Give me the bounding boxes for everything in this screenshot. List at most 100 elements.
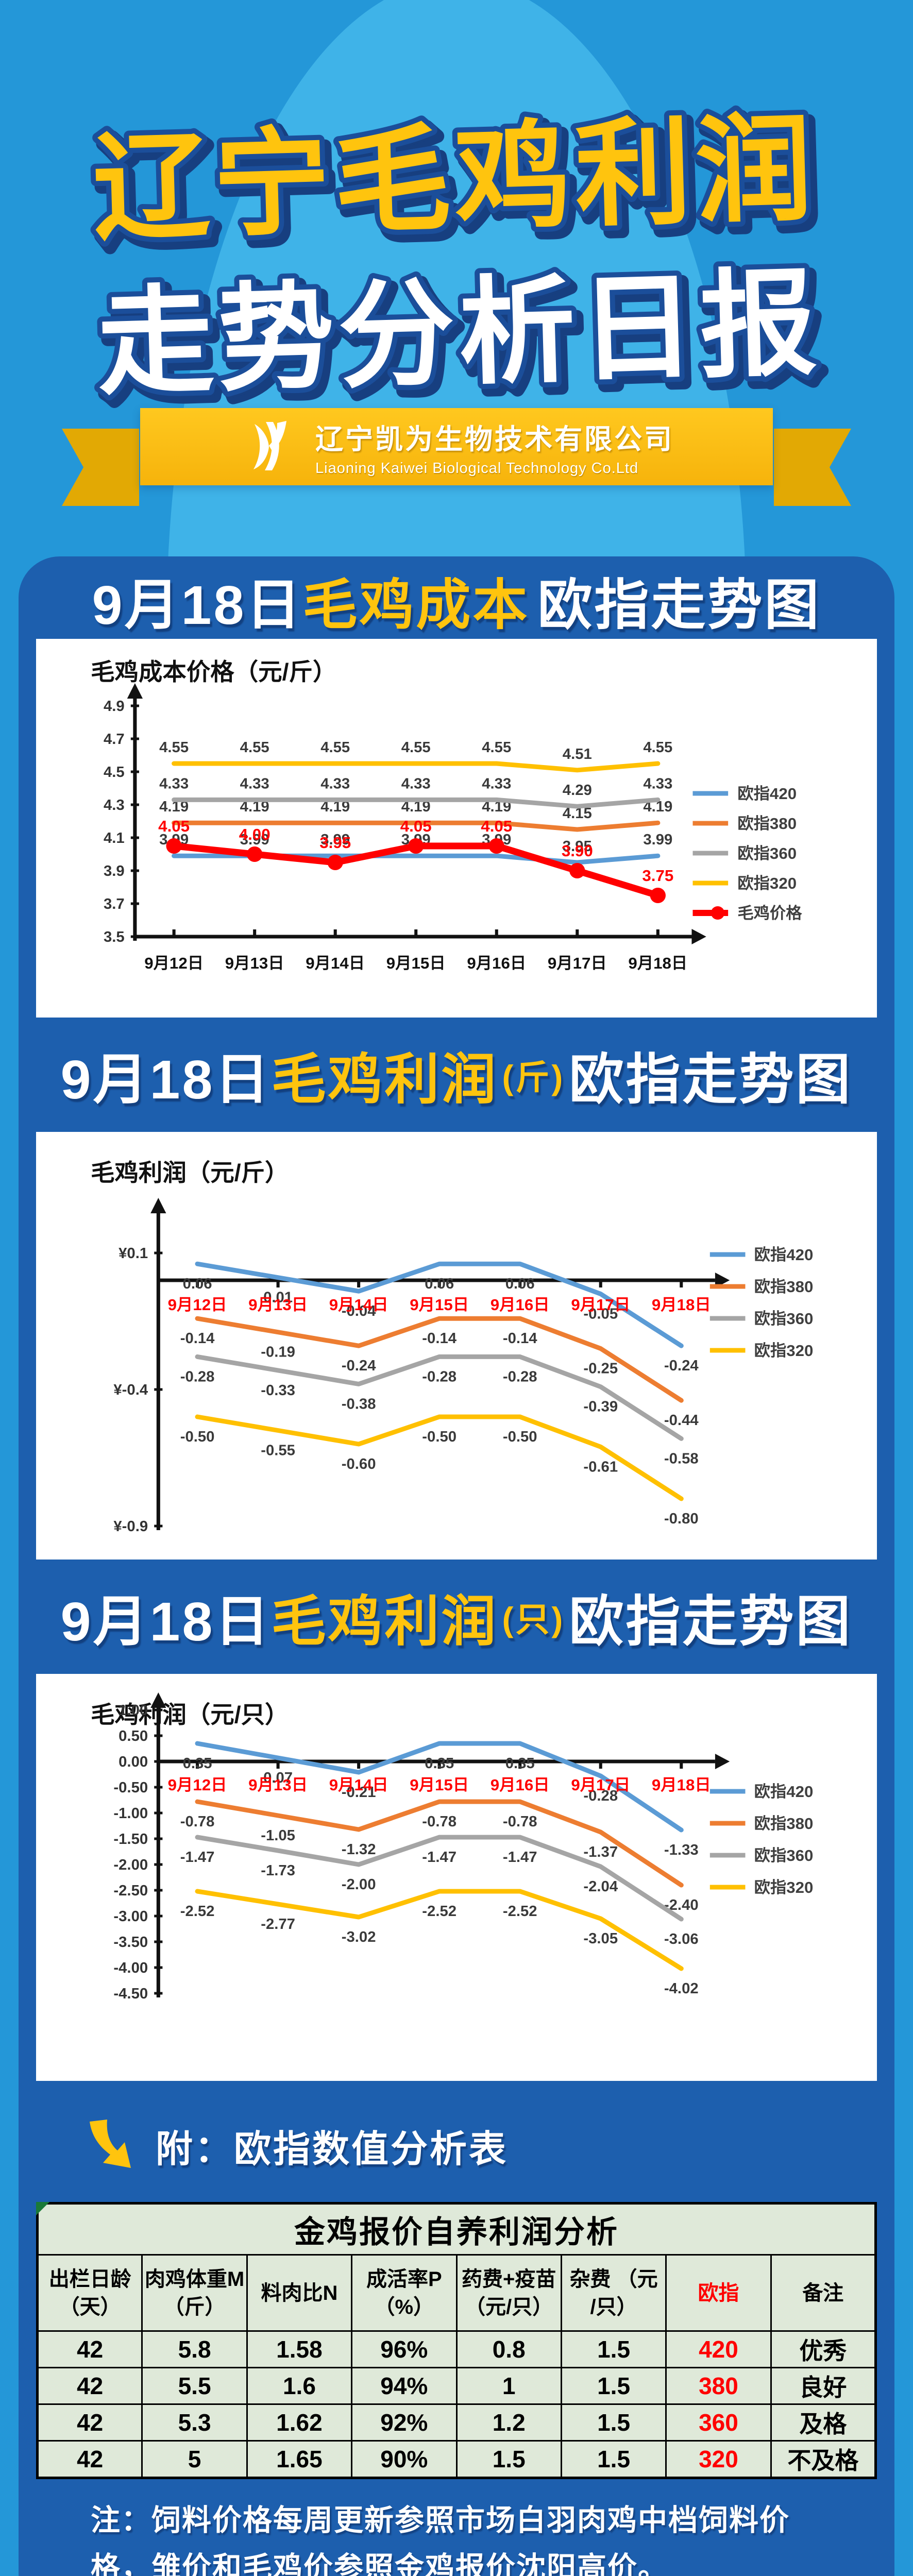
- data-label: -0.50: [422, 1429, 457, 1445]
- data-label: -1.47: [503, 1849, 537, 1866]
- table-cell: 1.5: [560, 2330, 667, 2368]
- x-category-label: 9月18日: [628, 954, 687, 972]
- data-label: -0.28: [583, 1788, 618, 1804]
- table-cell: 5.3: [141, 2403, 248, 2442]
- x-category-label: 9月17日: [548, 954, 607, 972]
- hero-header: 辽宁毛鸡利润 辽宁毛鸡利润 走势分析日报 走势分析日报 辽宁凯为生物技术有限公司…: [0, 0, 913, 556]
- data-label: -3.05: [583, 1930, 618, 1947]
- series-marker: [569, 863, 585, 878]
- table-cell: 1.5: [560, 2403, 667, 2442]
- profit-analysis-table: 金鸡报价自养利润分析 出栏日龄 （天） 肉鸡体重M （斤） 料肉比N 成活率P （%）药…: [36, 2202, 877, 2479]
- x-category-label: 9月15日: [386, 954, 446, 972]
- table-cell: 1.5: [455, 2440, 562, 2479]
- data-label: 0.35: [425, 1755, 454, 1772]
- y-tick-label: -0.50: [113, 1780, 148, 1796]
- table-cell: 1.62: [246, 2403, 353, 2442]
- data-label: -0.28: [422, 1369, 457, 1385]
- legend-label: 欧指320: [737, 874, 797, 892]
- data-label: -3.06: [664, 1931, 699, 1947]
- y-tick-label: 0.00: [119, 1754, 148, 1770]
- data-label: -1.73: [261, 1862, 295, 1879]
- table-cell: 良好: [770, 2367, 877, 2405]
- table-cell: 42: [36, 2367, 143, 2405]
- y-tick-label: 3.7: [104, 896, 125, 912]
- series-line-欧指320: [195, 1889, 684, 1971]
- data-label: 4.05: [158, 817, 190, 835]
- section3-prefix: 9月18日: [60, 1591, 272, 1652]
- data-label: -1.37: [583, 1844, 618, 1860]
- title-line1: 辽宁毛鸡利润: [91, 104, 818, 254]
- data-label: -0.24: [342, 1358, 377, 1374]
- data-label: 3.95: [563, 838, 592, 855]
- data-label: -0.04: [342, 1303, 377, 1319]
- section2-unit: (斤): [502, 1058, 565, 1096]
- y-tick-label: -2.50: [113, 1883, 148, 1899]
- series-line-欧指420: [195, 1261, 684, 1348]
- data-label: -2.77: [261, 1916, 295, 1933]
- data-label: 3.99: [320, 832, 350, 848]
- y-tick-label: ¥-0.9: [113, 1518, 148, 1535]
- table-cell: 不及格: [770, 2440, 877, 2479]
- ribbon-tail-left-icon: [62, 429, 139, 506]
- series-marker: [247, 846, 263, 862]
- data-label: -1.05: [261, 1827, 295, 1844]
- chart-title: 毛鸡成本价格（元/斤）: [91, 658, 336, 685]
- legend-label: 欧指380: [754, 1815, 814, 1833]
- table-header-cell: 欧指: [665, 2254, 772, 2332]
- legend-label: 欧指380: [754, 1278, 814, 1296]
- x-category-label: 9月12日: [168, 1776, 227, 1794]
- data-label: 3.95: [319, 834, 351, 852]
- table-cell: 96%: [351, 2330, 458, 2368]
- data-label: 4.33: [482, 776, 511, 792]
- legend-label: 毛鸡价格: [737, 904, 802, 922]
- legend-label: 欧指320: [754, 1342, 814, 1360]
- table-cell: 5: [141, 2440, 248, 2479]
- y-tick-label: 3.9: [104, 863, 125, 879]
- section3-unit: (只): [502, 1600, 565, 1638]
- table-cell: 92%: [351, 2403, 458, 2442]
- data-label: -0.14: [422, 1330, 457, 1347]
- y-tick-label: -1.50: [113, 1831, 148, 1848]
- legend-label: 欧指360: [737, 844, 797, 862]
- series-line-欧指360: [172, 797, 661, 809]
- y-tick-label: -3.00: [113, 1908, 148, 1925]
- data-label: -4.02: [664, 1980, 699, 1997]
- legend-marker: [711, 906, 725, 920]
- data-label: 3.99: [240, 832, 269, 848]
- ribbon-tail-right-icon: [774, 429, 851, 506]
- data-label: 4.05: [481, 817, 512, 835]
- legend-label: 欧指380: [737, 815, 797, 833]
- data-label: 0.07: [263, 1770, 293, 1786]
- section-title-cost: 9月18日 毛鸡成本 欧指走势图: [19, 562, 894, 639]
- data-label: -2.04: [583, 1878, 618, 1895]
- data-label: -0.80: [664, 1511, 699, 1527]
- x-category-label: 9月12日: [144, 954, 204, 972]
- table-cell: 1.65: [246, 2440, 353, 2479]
- series-line-欧指380: [172, 820, 661, 832]
- appendix-header: 附：欧指数值分析表: [86, 2117, 894, 2174]
- poster-title: 辽宁毛鸡利润 辽宁毛鸡利润 走势分析日报 走势分析日报: [86, 98, 834, 410]
- legend-label: 欧指320: [754, 1878, 814, 1896]
- data-label: 4.55: [240, 739, 269, 756]
- table-cell: 5.5: [141, 2367, 248, 2405]
- data-label: 4.33: [401, 776, 431, 792]
- x-category-label: 9月13日: [248, 1296, 308, 1314]
- yellow-arrow-icon: [90, 2120, 131, 2168]
- y-tick-label: 0.50: [119, 1728, 148, 1744]
- data-label: 4.05: [400, 817, 432, 835]
- data-label: -0.78: [180, 1814, 215, 1830]
- table-title: 金鸡报价自养利润分析: [37, 2202, 876, 2256]
- section1-prefix: 9月18日: [92, 575, 303, 636]
- data-label: -0.58: [664, 1451, 699, 1467]
- title-line2: 走势分析日报: [95, 258, 822, 408]
- table-cell: 380: [665, 2367, 772, 2405]
- legend-label: 欧指360: [754, 1310, 814, 1328]
- y-tick-label: ¥0.1: [119, 1245, 148, 1262]
- table-header-cell: 出栏日龄 （天）: [36, 2254, 143, 2332]
- data-label: 0.06: [425, 1276, 454, 1292]
- section-title-profit-bird: 9月18日 毛鸡利润 (只) 欧指走势图: [19, 1560, 894, 1674]
- data-label: -0.61: [583, 1459, 618, 1475]
- section2-suffix: 欧指走势图: [569, 1049, 853, 1110]
- data-label: -0.05: [583, 1306, 618, 1323]
